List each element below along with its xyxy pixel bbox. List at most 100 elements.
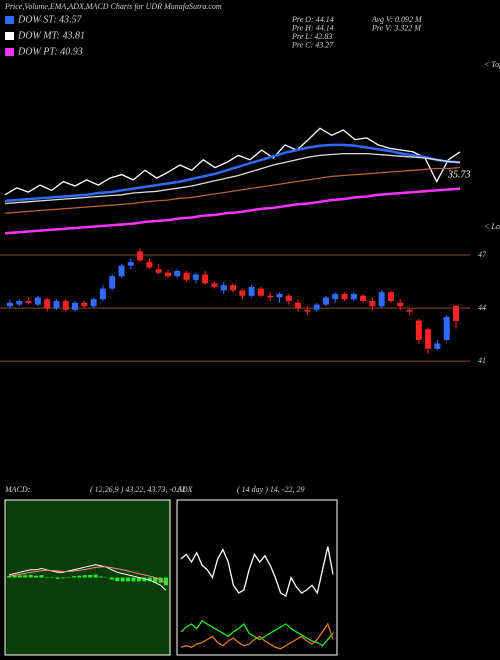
- candle-body: [164, 272, 171, 277]
- candle-body: [415, 320, 422, 340]
- panel-subtitle: ( 12,26,9 ) 43.22, 43.73, -0.51: [90, 485, 186, 494]
- histogram-bar: [147, 577, 152, 582]
- histogram-bar: [71, 576, 76, 578]
- annotation: < Lows: [484, 222, 500, 231]
- candle-body: [434, 343, 441, 349]
- candle-body: [90, 299, 97, 307]
- candle-body: [387, 292, 394, 302]
- histogram-bar: [93, 574, 98, 578]
- legend-swatch: [5, 48, 14, 56]
- candle-body: [62, 301, 69, 310]
- candle-body: [81, 302, 88, 307]
- legend-swatch: [5, 16, 14, 24]
- candle-body: [239, 290, 246, 296]
- series-line: [4, 143, 461, 203]
- candle-body: [44, 299, 51, 309]
- annotation: 35.73: [447, 169, 471, 180]
- candle-body: [248, 286, 255, 296]
- candle-body: [183, 272, 190, 280]
- candle-body: [332, 293, 339, 300]
- legend-label: DOW MT: 43.81: [17, 30, 85, 41]
- candle-body: [369, 301, 376, 307]
- histogram-bar: [34, 575, 39, 578]
- candle-body: [155, 269, 162, 273]
- candle-body: [202, 274, 209, 284]
- candle-body: [137, 251, 144, 261]
- histogram-bar: [126, 577, 131, 582]
- legend-label: DOW ST: 43.57: [17, 14, 83, 25]
- candle-body: [425, 329, 432, 349]
- histogram-bar: [61, 577, 66, 579]
- series-line: [4, 187, 461, 235]
- candle-body: [99, 288, 106, 300]
- panel-frame: [176, 499, 338, 656]
- histogram-bar: [120, 577, 125, 582]
- candle-body: [34, 297, 41, 305]
- candle-body: [72, 302, 79, 310]
- candle-body: [304, 309, 311, 312]
- candle-body: [230, 285, 236, 291]
- y-tick-label: 41: [478, 356, 486, 365]
- series-line: [4, 127, 461, 196]
- annotation: < Tops: [484, 60, 500, 69]
- legend-swatch: [5, 32, 14, 40]
- series-line: [8, 564, 167, 591]
- histogram-bar: [77, 575, 82, 578]
- candle-body: [16, 301, 23, 305]
- histogram-bar: [44, 576, 49, 578]
- histogram-bar: [55, 577, 60, 579]
- candle-body: [25, 301, 32, 303]
- histogram-bar: [28, 574, 33, 578]
- candle-body: [220, 285, 227, 291]
- candle-body: [211, 283, 218, 287]
- series-line: [4, 152, 461, 205]
- histogram-bar: [82, 575, 87, 578]
- candle-body: [285, 295, 292, 302]
- stat: Pre O: 44.14: [291, 15, 334, 24]
- page-title: Price,Volume,EMA,ADX,MACD Charts for UDR…: [4, 2, 222, 11]
- histogram-bar: [66, 576, 71, 578]
- stat: Pre H: 44.14: [291, 23, 334, 32]
- candle-body: [192, 274, 199, 280]
- series-line: [8, 566, 167, 584]
- histogram-bar: [153, 577, 158, 583]
- histogram-bar: [12, 575, 17, 578]
- candle-body: [7, 302, 13, 307]
- histogram-bar: [142, 577, 147, 582]
- candle-body: [350, 293, 357, 300]
- candle-body: [406, 309, 413, 312]
- candle-body: [276, 293, 283, 298]
- candle-body: [397, 302, 404, 307]
- histogram-bar: [17, 575, 22, 578]
- y-tick-label: 44: [478, 303, 486, 312]
- series-line: [4, 166, 461, 214]
- stat: Pre V: 3.322 M: [371, 23, 422, 32]
- histogram-bar: [23, 575, 28, 578]
- histogram-bar: [39, 575, 44, 578]
- histogram-bar: [88, 574, 93, 578]
- stat: Pre L: 42.83: [291, 32, 332, 41]
- histogram-bar: [7, 576, 11, 578]
- candle-body: [313, 304, 320, 310]
- candle-body: [146, 262, 153, 268]
- legend-label: DOW PT: 40.93: [17, 46, 83, 57]
- candle-body: [322, 297, 329, 305]
- histogram-bar: [50, 577, 55, 579]
- candle-body: [127, 262, 134, 266]
- candle-body: [360, 295, 367, 302]
- candle-body: [341, 293, 348, 300]
- candle-body: [257, 288, 264, 296]
- histogram-bar: [109, 577, 114, 580]
- histogram-bar: [115, 577, 120, 582]
- candle-body: [109, 276, 116, 289]
- stat: Avg V: 0.092 M: [371, 15, 423, 24]
- y-tick-label: 47: [478, 250, 487, 259]
- stat: Pre C: 43.27: [291, 40, 334, 49]
- candle-body: [118, 265, 125, 277]
- panel-subtitle: ( 14 day ) 14, -22, 29: [237, 485, 305, 494]
- candle-body: [295, 302, 302, 309]
- candle-body: [174, 270, 181, 277]
- panel-title: ADX: [176, 485, 194, 494]
- panel-title: MACD:: [4, 485, 31, 494]
